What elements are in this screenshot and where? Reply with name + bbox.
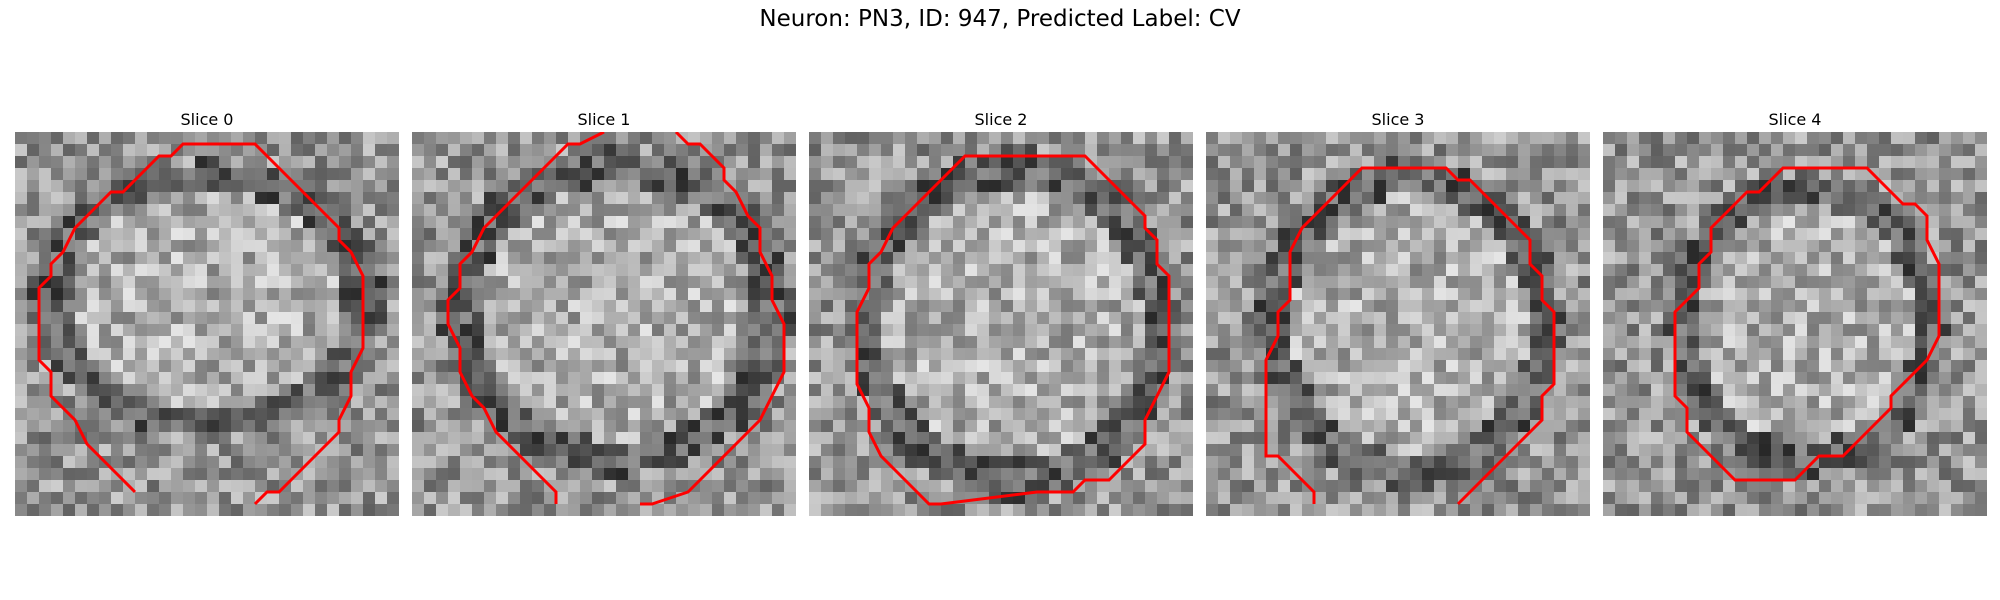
contour-line [1673, 166, 1941, 482]
grayscale-pixels [412, 132, 796, 516]
grayscale-pixels [1206, 132, 1590, 516]
slice-title: Slice 0 [180, 110, 234, 129]
slice-image-3 [1206, 132, 1590, 516]
slice-panel-1: Slice 1 [412, 108, 796, 516]
figure-title: Neuron: PN3, ID: 947, Predicted Label: C… [759, 6, 1241, 32]
contour-line [640, 132, 786, 506]
slice-image-0 [15, 132, 399, 516]
contour-line [195, 142, 365, 506]
slice-title: Slice 2 [974, 110, 1028, 129]
slice-image-2 [809, 132, 1193, 516]
contour-line [855, 154, 1171, 506]
slice-title: Slice 3 [1371, 110, 1425, 129]
slice-panel-3: Slice 3 [1206, 108, 1590, 516]
slice-title: Slice 4 [1768, 110, 1822, 129]
slice-image-1 [412, 132, 796, 516]
slice-panel-2: Slice 2 [809, 108, 1193, 516]
contour-line [1264, 166, 1556, 506]
contour-line [446, 132, 605, 504]
slice-panel-0: Slice 0 [15, 108, 399, 516]
grayscale-pixels [15, 132, 399, 516]
slice-panel-4: Slice 4 [1603, 108, 1987, 516]
slice-image-4 [1603, 132, 1987, 516]
contour-line [37, 142, 195, 494]
grayscale-pixels [809, 132, 1193, 516]
slice-title: Slice 1 [577, 110, 631, 129]
grayscale-pixels [1603, 132, 1987, 516]
